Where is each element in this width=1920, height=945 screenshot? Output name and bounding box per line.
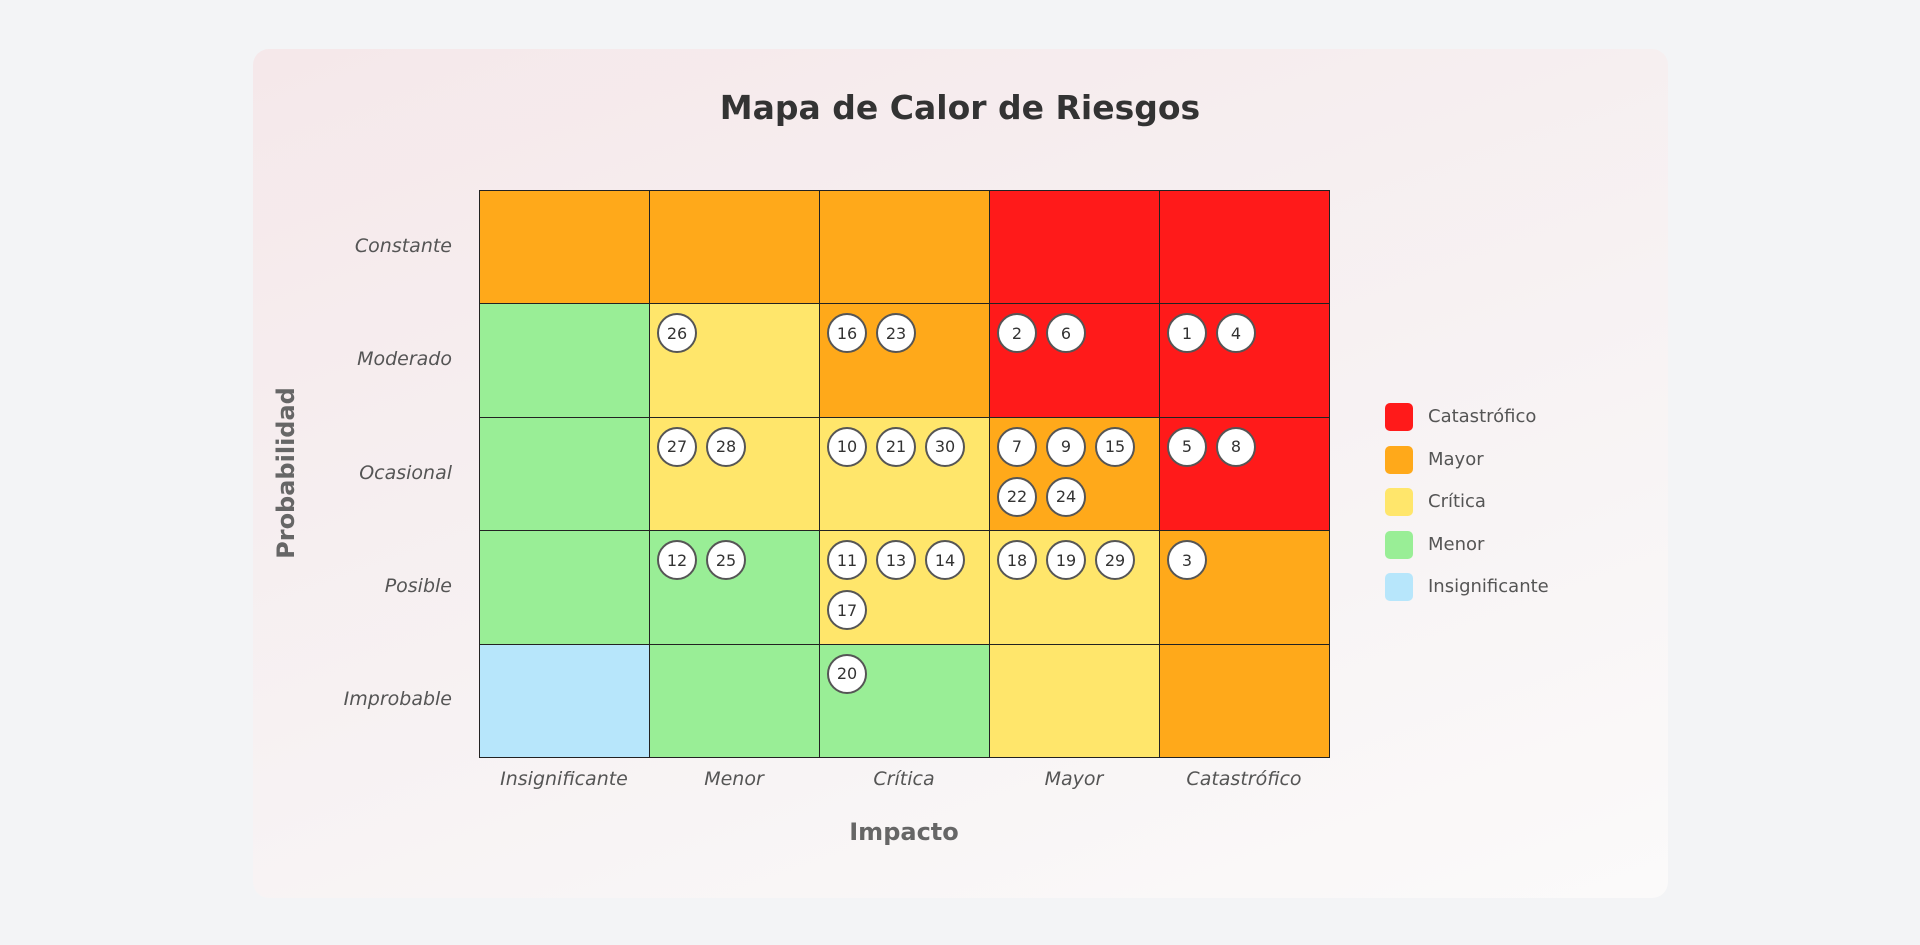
heatmap-cell: 20 bbox=[819, 643, 990, 758]
risk-marker[interactable]: 24 bbox=[1046, 476, 1086, 517]
y-axis-title: Probabilidad bbox=[272, 387, 300, 559]
risk-marker[interactable]: 22 bbox=[997, 476, 1037, 517]
risk-marker[interactable]: 4 bbox=[1216, 313, 1256, 354]
heatmap-cell bbox=[479, 190, 650, 305]
heatmap-cell: 10 21 30 bbox=[819, 416, 990, 532]
risk-marker[interactable]: 18 bbox=[997, 540, 1037, 581]
legend-swatch bbox=[1385, 573, 1413, 601]
heatmap-cell: 27 28 bbox=[649, 416, 820, 532]
legend-item: Mayor bbox=[1385, 445, 1605, 475]
risk-marker[interactable]: 20 bbox=[827, 653, 867, 694]
risk-marker[interactable]: 13 bbox=[876, 540, 916, 581]
heatmap-cell bbox=[479, 643, 650, 758]
risk-marker[interactable]: 30 bbox=[925, 426, 965, 467]
heatmap-cell: 26 bbox=[649, 303, 820, 418]
legend-label: Menor bbox=[1428, 533, 1485, 555]
y-tick-label: Constante bbox=[354, 234, 452, 257]
risk-marker[interactable]: 19 bbox=[1046, 540, 1086, 581]
heatmap-cell bbox=[989, 643, 1160, 758]
heatmap-cell bbox=[479, 530, 650, 645]
x-tick-label: Crítica bbox=[873, 768, 935, 790]
risk-marker[interactable]: 7 bbox=[997, 426, 1037, 467]
heatmap-cell: 7 9 15 22 24 bbox=[989, 416, 1160, 532]
legend-swatch bbox=[1385, 445, 1413, 474]
legend-label: Catastrófico bbox=[1428, 406, 1537, 427]
heatmap-cell: 18 19 29 bbox=[989, 530, 1160, 645]
heatmap-cell bbox=[649, 643, 820, 758]
heatmap-cell bbox=[479, 416, 650, 532]
heatmap-cell: 3 bbox=[1159, 530, 1330, 645]
legend-swatch bbox=[1385, 488, 1413, 516]
risk-marker[interactable]: 21 bbox=[876, 426, 916, 467]
risk-marker[interactable]: 16 bbox=[827, 313, 867, 354]
risk-marker[interactable]: 23 bbox=[876, 313, 916, 354]
legend-label: Insignificante bbox=[1428, 576, 1549, 597]
heatmap-cell: 12 25 bbox=[649, 530, 820, 645]
legend-swatch bbox=[1385, 403, 1413, 431]
risk-marker[interactable]: 29 bbox=[1095, 540, 1135, 581]
legend-item: Insignificante bbox=[1385, 572, 1605, 602]
y-tick-label: Posible bbox=[384, 574, 452, 597]
legend-label: Mayor bbox=[1428, 448, 1484, 470]
heatmap-cell bbox=[479, 303, 650, 418]
risk-marker[interactable]: 28 bbox=[706, 426, 746, 467]
heatmap-cell bbox=[1159, 643, 1330, 758]
risk-marker[interactable]: 26 bbox=[657, 313, 697, 354]
risk-marker[interactable]: 10 bbox=[827, 426, 867, 467]
risk-marker[interactable]: 15 bbox=[1095, 426, 1135, 467]
legend-item: Catastrófico bbox=[1385, 402, 1605, 432]
risk-marker[interactable]: 12 bbox=[657, 540, 697, 581]
risk-heatmap-grid: 26 16 23 2 6 1 4 27 28 10 21 30 7 9 15 22 24 5 8 12 25 11 13 14… bbox=[479, 190, 1330, 758]
heatmap-cell bbox=[819, 190, 990, 305]
heatmap-cell bbox=[649, 190, 820, 305]
risk-marker[interactable]: 25 bbox=[706, 540, 746, 581]
x-tick-label: Insignificante bbox=[500, 768, 628, 790]
y-axis-labels: Constante Moderado Ocasional Posible Improba… bbox=[252, 190, 452, 757]
risk-marker[interactable]: 9 bbox=[1046, 426, 1086, 467]
risk-marker[interactable]: 2 bbox=[997, 313, 1037, 354]
y-tick-label: Moderado bbox=[357, 348, 452, 371]
heatmap-cell: 16 23 bbox=[819, 303, 990, 418]
legend-label: Crítica bbox=[1428, 491, 1486, 512]
risk-marker[interactable]: 17 bbox=[827, 590, 867, 631]
x-tick-label: Catastrófico bbox=[1186, 768, 1302, 790]
risk-marker[interactable]: 1 bbox=[1167, 313, 1207, 354]
x-tick-label: Mayor bbox=[1044, 768, 1104, 790]
legend-item: Menor bbox=[1385, 530, 1605, 560]
x-tick-label: Menor bbox=[704, 768, 764, 790]
risk-marker[interactable]: 8 bbox=[1216, 426, 1256, 467]
y-tick-label: Improbable bbox=[343, 688, 452, 711]
risk-marker[interactable]: 11 bbox=[827, 540, 867, 581]
x-axis-title: Impacto bbox=[849, 818, 959, 846]
y-tick-label: Ocasional bbox=[359, 461, 452, 484]
legend-item: Crítica bbox=[1385, 487, 1605, 517]
risk-marker[interactable]: 14 bbox=[925, 540, 965, 581]
heatmap-cell bbox=[989, 190, 1160, 305]
risk-marker[interactable]: 27 bbox=[657, 426, 697, 467]
risk-marker[interactable]: 3 bbox=[1167, 540, 1207, 581]
risk-marker[interactable]: 6 bbox=[1046, 313, 1086, 354]
heatmap-cell: 11 13 14 17 bbox=[819, 530, 990, 645]
risk-marker[interactable]: 5 bbox=[1167, 426, 1207, 467]
chart-title: Mapa de Calor de Riesgos bbox=[719, 88, 1201, 127]
legend-swatch bbox=[1385, 530, 1413, 559]
heatmap-cell bbox=[1159, 190, 1330, 305]
